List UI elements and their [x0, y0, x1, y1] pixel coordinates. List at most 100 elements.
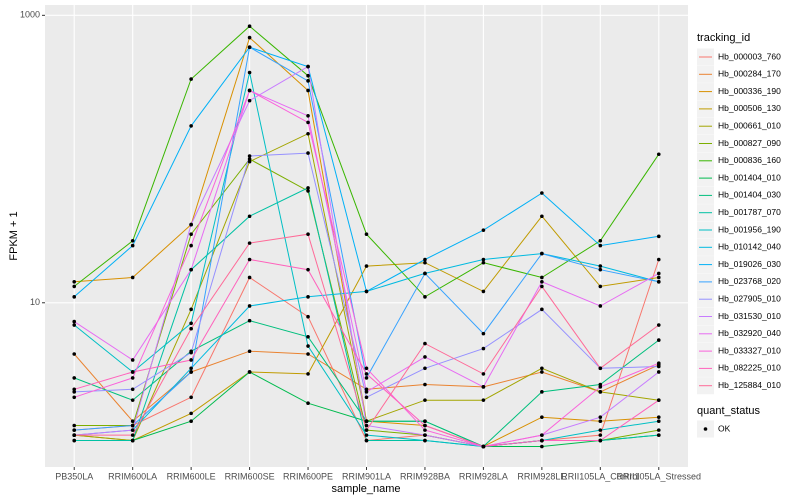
data-point [130, 358, 135, 362]
data-point [72, 428, 77, 432]
data-point [364, 433, 369, 437]
data-point [364, 366, 369, 371]
data-point [130, 419, 135, 423]
data-point [656, 361, 661, 365]
data-point [481, 228, 486, 232]
data-point [306, 151, 310, 155]
data-point [423, 341, 427, 346]
data-point [247, 157, 252, 161]
data-point [72, 390, 77, 394]
grid [45, 5, 688, 467]
data-point [423, 433, 427, 437]
data-point [540, 214, 544, 219]
data-point [72, 352, 77, 356]
data-point [423, 382, 427, 387]
data-point [247, 304, 252, 308]
data-point [656, 370, 661, 374]
data-point [189, 321, 193, 326]
legend-label: Hb_125884_010 [718, 380, 781, 390]
data-point [598, 415, 603, 419]
data-point [598, 238, 603, 243]
data-point [656, 338, 661, 342]
data-point [247, 241, 252, 245]
data-point [189, 395, 193, 400]
data-point [247, 88, 252, 93]
data-point [189, 419, 193, 423]
x-tick-label: RRIM600SE [225, 471, 275, 481]
data-point [364, 232, 369, 237]
legend-label: OK [718, 423, 731, 433]
data-point [247, 318, 252, 323]
data-point [306, 372, 310, 376]
data-point [130, 398, 135, 402]
data-point [306, 344, 310, 348]
data-point [598, 438, 603, 443]
y-tick-label: 1000 [20, 10, 40, 20]
data-point [540, 307, 544, 312]
data-point [364, 390, 369, 394]
data-point [423, 423, 427, 428]
x-tick-label: RRIM600LE [167, 471, 216, 481]
data-point [130, 243, 135, 248]
data-point [598, 304, 603, 308]
data-point [540, 390, 544, 394]
data-point [423, 260, 427, 265]
data-point [306, 113, 310, 118]
data-point [656, 234, 661, 239]
legend-label: Hb_082225_010 [718, 363, 781, 373]
data-point [598, 433, 603, 437]
data-point [72, 423, 77, 428]
legend-label: Hb_000336_190 [718, 86, 781, 96]
data-point [540, 284, 544, 289]
data-point [423, 438, 427, 443]
data-point [481, 260, 486, 265]
data-point [72, 279, 77, 284]
data-point [130, 238, 135, 243]
x-tick-label: PB350LA [55, 471, 93, 481]
data-point [656, 279, 661, 284]
data-point [72, 319, 77, 324]
data-point [306, 64, 310, 69]
data-point [72, 323, 77, 327]
legend-label: Hb_032920_040 [718, 328, 781, 338]
data-point [306, 73, 310, 78]
data-point [598, 366, 603, 371]
legend-label: Hb_001404_030 [718, 190, 781, 200]
x-tick-label: RRIM600LA [108, 471, 157, 481]
legend-label: Hb_031530_010 [718, 311, 781, 321]
x-tick-label: RRIM600PE [283, 471, 333, 481]
legend-label: Hb_000506_130 [718, 103, 781, 113]
data-point [189, 326, 193, 331]
data-point [306, 186, 310, 190]
data-point [247, 154, 252, 158]
legend-label: Hb_033327_010 [718, 345, 781, 355]
data-point [540, 438, 544, 443]
data-point [656, 257, 661, 262]
data-point [423, 398, 427, 402]
data-point [247, 45, 252, 50]
data-point [598, 428, 603, 432]
data-point [540, 279, 544, 284]
data-point [306, 314, 310, 319]
x-tick-label: RRIM928LA [459, 471, 508, 481]
data-point [130, 433, 135, 437]
data-point [598, 419, 603, 423]
data-point [423, 271, 427, 276]
data-point [656, 428, 661, 432]
x-tick-label: RRII105LA_Control [561, 471, 639, 481]
data-point [481, 385, 486, 389]
data-point [656, 364, 661, 369]
data-point [364, 428, 369, 432]
data-point [481, 289, 486, 294]
data-point [189, 243, 193, 248]
data-point [130, 370, 135, 374]
data-point [306, 401, 310, 406]
data-point [72, 284, 77, 289]
data-point [72, 433, 77, 437]
data-point [130, 376, 135, 380]
x-tick-label: RRII105LA_Stressed [616, 471, 701, 481]
data-point [656, 323, 661, 327]
data-point [189, 350, 193, 355]
data-point [423, 355, 427, 359]
data-point [364, 419, 369, 423]
